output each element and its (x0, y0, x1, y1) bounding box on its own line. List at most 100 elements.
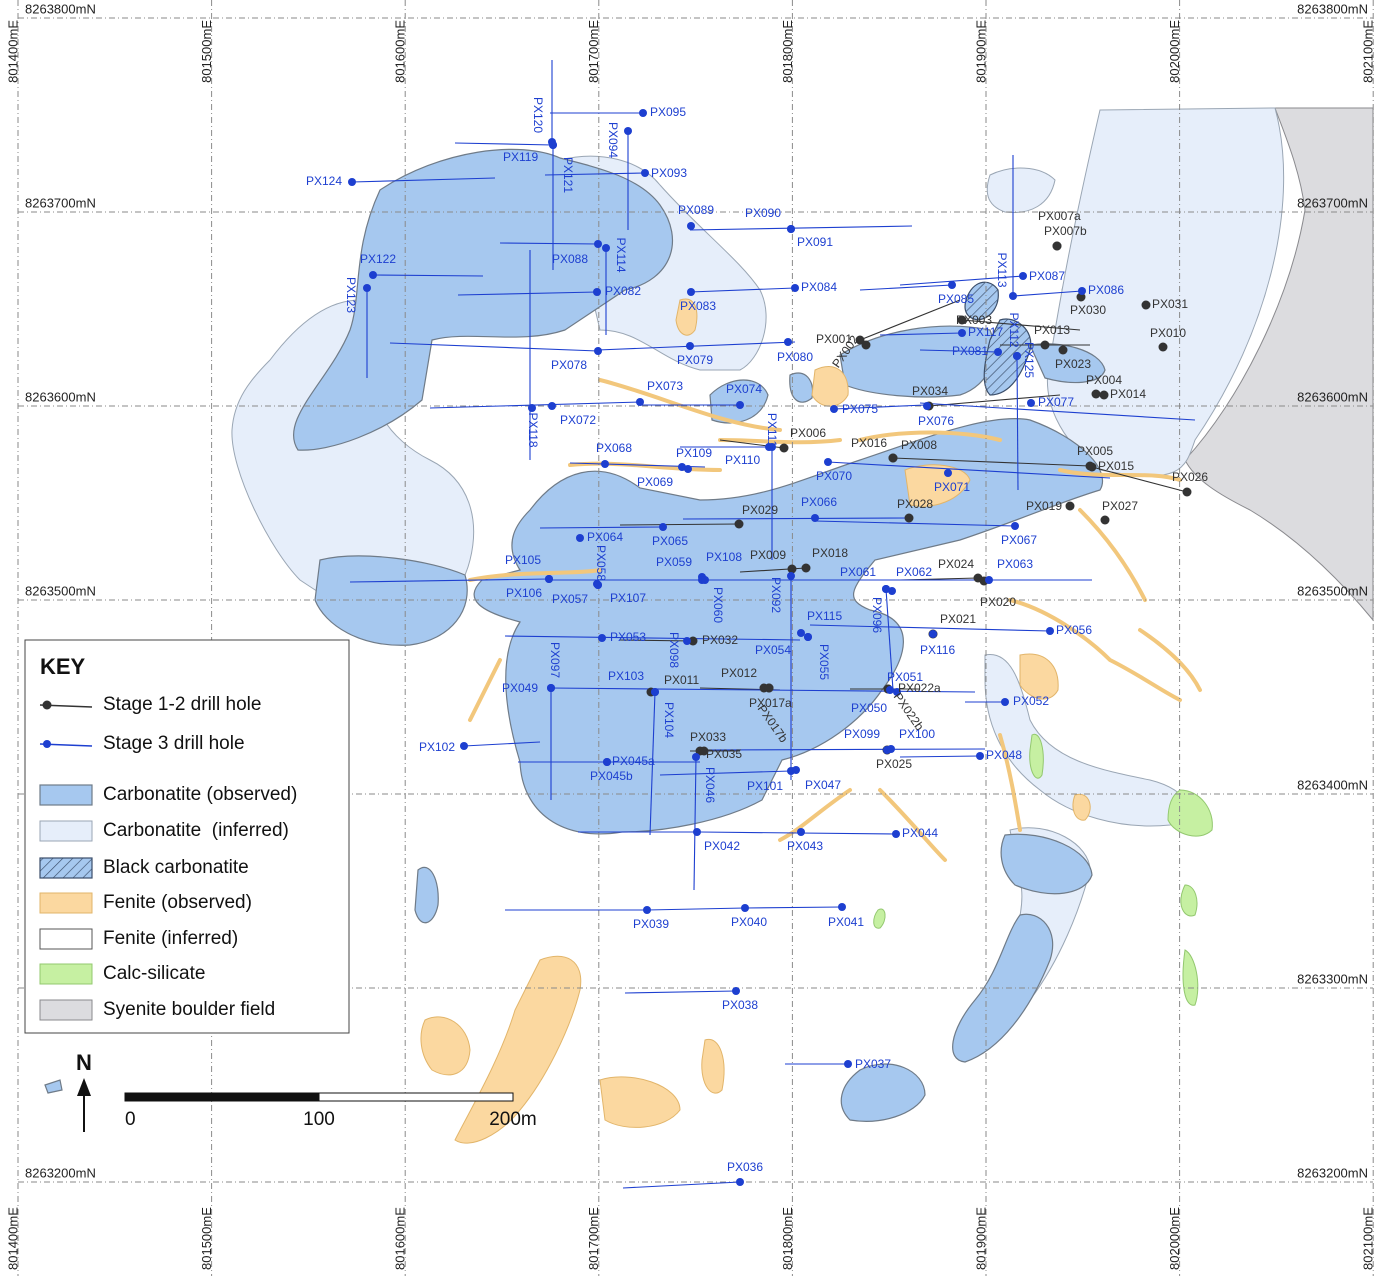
drill-collar (1099, 390, 1109, 400)
drill-hole-label: PX046 (703, 767, 717, 803)
drill-hole-label: PX019 (1026, 499, 1062, 513)
legend-symbol (42, 700, 52, 710)
drill-hole-label: PX066 (801, 495, 837, 509)
drill-hole-label: PX045b (590, 769, 633, 783)
drill-collar (994, 348, 1002, 356)
drill-collar (363, 284, 371, 292)
drill-trace (372, 274, 484, 277)
drill-hole-label: PX117 (968, 325, 1003, 339)
drill-collar (601, 460, 609, 468)
legend-label: Fenite (inferred) (103, 928, 238, 949)
drill-trace (1091, 466, 1188, 493)
drill-hole-label: PX106 (506, 586, 542, 600)
drill-trace (429, 401, 641, 409)
drill-trace (879, 332, 963, 336)
scale-segment (124, 1092, 320, 1102)
drill-hole-label: PX030 (1070, 303, 1106, 317)
drill-hole-label: PX107 (610, 591, 646, 605)
drill-hole-label: PX085 (938, 292, 974, 306)
drill-collar (741, 904, 749, 912)
drill-collar (1065, 501, 1075, 511)
drill-collar (594, 347, 602, 355)
fenite-observed (904, 464, 971, 507)
carbonatite-observed (789, 372, 814, 403)
drill-hole-label: PX054 (755, 643, 791, 657)
drill-hole-label: PX026 (1172, 470, 1208, 484)
drill-collar (693, 828, 701, 836)
drill-hole-label: PX007a (1038, 209, 1081, 223)
drill-hole-label: PX045a (612, 754, 655, 768)
drill-hole-label: PX103 (608, 669, 644, 683)
easting-label: 802100mE (1361, 20, 1376, 83)
drill-trace (833, 404, 926, 410)
scale-label: 0 (125, 1109, 136, 1130)
drill-hole-label: PX006 (790, 426, 826, 440)
north-arrow: N (76, 1050, 92, 1132)
drill-hole-label: PX122 (360, 252, 396, 266)
drill-hole-label: PX104 (662, 702, 676, 738)
drill-hole-label: PX053 (610, 630, 646, 644)
drill-collar (643, 906, 651, 914)
drill-collar (594, 240, 602, 248)
drill-hole-label: PX031 (1152, 297, 1188, 311)
drill-hole-label: PX081 (952, 344, 988, 358)
northing-label: 8263500mN (25, 583, 96, 598)
drill-hole-label: PX021 (940, 612, 976, 626)
drill-hole-label: PX078 (551, 358, 587, 372)
drill-hole-label: PX008 (901, 438, 937, 452)
drill-hole-label: PX067 (1001, 533, 1037, 547)
drill-hole-label: PX022a (898, 681, 941, 695)
drill-collar (1141, 300, 1151, 310)
drill-collar (1052, 241, 1062, 251)
drill-hole-label: PX099 (844, 727, 880, 741)
drill-trace (693, 756, 697, 891)
drill-hole-label: PX028 (897, 497, 933, 511)
drill-hole-label: PX047 (805, 778, 841, 792)
north-arrow-head (77, 1078, 91, 1096)
drill-trace (544, 172, 646, 176)
drill-collar (545, 575, 553, 583)
drill-trace (827, 461, 1111, 479)
drill-collar (1001, 698, 1009, 706)
northing-label: 8263400mN (1297, 777, 1368, 792)
drill-hole-label: PX098 (667, 632, 681, 668)
drill-collar (641, 169, 649, 177)
carbonatite-observed (44, 1079, 63, 1094)
drill-trace (885, 588, 894, 691)
legend: KEY Stage 1-2 drill hole Stage 3 drill h… (24, 639, 350, 1034)
easting-label: 801500mE (199, 1207, 214, 1270)
drill-collar (886, 686, 894, 694)
fenite-observed (599, 1076, 681, 1128)
drill-collar (549, 141, 557, 149)
drill-hole-label: PX044 (902, 826, 938, 840)
drill-hole-label: PX013 (1034, 323, 1070, 337)
drill-trace (928, 394, 1061, 407)
scale-label: 200m (489, 1109, 537, 1130)
drill-hole-label: PX093 (651, 166, 687, 180)
drill-collar (824, 458, 832, 466)
drill-collar (687, 222, 695, 230)
drill-hole-label: PX032 (702, 633, 738, 647)
drill-hole-label: PX094 (606, 122, 620, 158)
drill-collar (659, 523, 667, 531)
drill-collar (787, 572, 795, 580)
drill-collar (797, 828, 805, 836)
legend-title: KEY (40, 654, 86, 679)
drill-hole-label: PX072 (560, 413, 596, 427)
drill-hole-label: PX064 (587, 530, 623, 544)
drill-hole-label: PX052 (1013, 694, 1049, 708)
calc-silicate (873, 908, 886, 929)
drill-collar (736, 1178, 744, 1186)
drill-hole-label: PX049 (502, 681, 538, 695)
drill-hole-label: PX012 (721, 666, 757, 680)
drill-collar (861, 340, 871, 350)
drill-collar (548, 402, 556, 410)
drill-hole-label: PX113 (995, 252, 1009, 287)
drill-hole-label: PX082 (605, 284, 641, 298)
drill-hole-label: PX033 (690, 730, 726, 744)
drill-trace (899, 755, 981, 758)
drill-collars (348, 109, 1192, 1186)
drill-trace (744, 906, 843, 909)
drill-hole-label: PX048 (986, 748, 1022, 762)
drill-hole-label: PX121 (561, 157, 575, 193)
